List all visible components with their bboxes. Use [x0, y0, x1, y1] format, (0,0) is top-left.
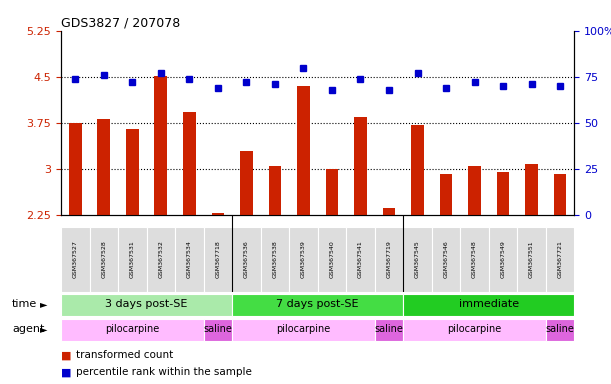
- FancyBboxPatch shape: [90, 227, 118, 292]
- Text: 3 days post-SE: 3 days post-SE: [106, 299, 188, 310]
- Bar: [468, 166, 481, 215]
- Text: percentile rank within the sample: percentile rank within the sample: [76, 367, 252, 377]
- Text: ■: ■: [61, 367, 71, 377]
- Text: time: time: [12, 299, 37, 310]
- FancyBboxPatch shape: [289, 227, 318, 292]
- Bar: [269, 166, 281, 215]
- FancyBboxPatch shape: [232, 294, 403, 316]
- FancyBboxPatch shape: [203, 319, 232, 341]
- Bar: [155, 76, 167, 215]
- Text: GSM367551: GSM367551: [529, 240, 534, 278]
- Bar: [126, 129, 139, 215]
- FancyBboxPatch shape: [403, 319, 546, 341]
- Text: GDS3827 / 207078: GDS3827 / 207078: [61, 17, 180, 30]
- Bar: [439, 174, 452, 215]
- Bar: [554, 174, 566, 215]
- Bar: [497, 172, 510, 215]
- FancyBboxPatch shape: [489, 227, 518, 292]
- Text: GSM367540: GSM367540: [329, 240, 334, 278]
- Text: GSM367548: GSM367548: [472, 240, 477, 278]
- Text: GSM367532: GSM367532: [158, 240, 163, 278]
- FancyBboxPatch shape: [375, 319, 403, 341]
- Text: pilocarpine: pilocarpine: [447, 324, 502, 334]
- FancyBboxPatch shape: [232, 227, 261, 292]
- Text: transformed count: transformed count: [76, 350, 174, 360]
- Bar: [326, 169, 338, 215]
- Text: GSM367541: GSM367541: [358, 240, 363, 278]
- Text: GSM367718: GSM367718: [216, 240, 221, 278]
- Text: saline: saline: [546, 324, 574, 334]
- FancyBboxPatch shape: [403, 294, 574, 316]
- FancyBboxPatch shape: [375, 227, 403, 292]
- Text: 7 days post-SE: 7 days post-SE: [276, 299, 359, 310]
- FancyBboxPatch shape: [460, 227, 489, 292]
- Bar: [525, 164, 538, 215]
- Text: GSM367527: GSM367527: [73, 240, 78, 278]
- FancyBboxPatch shape: [546, 319, 574, 341]
- Text: immediate: immediate: [459, 299, 519, 310]
- Text: pilocarpine: pilocarpine: [105, 324, 159, 334]
- FancyBboxPatch shape: [261, 227, 289, 292]
- Text: GSM367528: GSM367528: [101, 240, 106, 278]
- Text: saline: saline: [375, 324, 403, 334]
- FancyBboxPatch shape: [432, 227, 460, 292]
- Bar: [69, 123, 82, 215]
- Text: GSM367539: GSM367539: [301, 240, 306, 278]
- Text: GSM367719: GSM367719: [387, 240, 392, 278]
- FancyBboxPatch shape: [175, 227, 203, 292]
- FancyBboxPatch shape: [61, 294, 232, 316]
- FancyBboxPatch shape: [518, 227, 546, 292]
- Text: saline: saline: [203, 324, 232, 334]
- FancyBboxPatch shape: [61, 227, 90, 292]
- Text: GSM367545: GSM367545: [415, 240, 420, 278]
- FancyBboxPatch shape: [346, 227, 375, 292]
- FancyBboxPatch shape: [318, 227, 346, 292]
- Bar: [382, 208, 395, 215]
- Bar: [297, 86, 310, 215]
- Text: ►: ►: [40, 299, 47, 310]
- Text: GSM367721: GSM367721: [558, 240, 563, 278]
- Text: GSM367538: GSM367538: [273, 240, 277, 278]
- Bar: [98, 119, 110, 215]
- Text: ►: ►: [40, 324, 47, 334]
- Text: GSM367536: GSM367536: [244, 240, 249, 278]
- Bar: [354, 118, 367, 215]
- Text: ■: ■: [61, 350, 71, 360]
- Text: pilocarpine: pilocarpine: [276, 324, 331, 334]
- FancyBboxPatch shape: [546, 227, 574, 292]
- Bar: [240, 151, 253, 215]
- Text: GSM367531: GSM367531: [130, 240, 135, 278]
- Text: GSM367549: GSM367549: [500, 240, 505, 278]
- Bar: [183, 113, 196, 215]
- FancyBboxPatch shape: [403, 227, 432, 292]
- FancyBboxPatch shape: [203, 227, 232, 292]
- FancyBboxPatch shape: [232, 319, 375, 341]
- Text: GSM367534: GSM367534: [187, 240, 192, 278]
- FancyBboxPatch shape: [118, 227, 147, 292]
- Bar: [211, 213, 224, 215]
- FancyBboxPatch shape: [147, 227, 175, 292]
- Text: agent: agent: [12, 324, 45, 334]
- Bar: [411, 125, 424, 215]
- Text: GSM367546: GSM367546: [444, 240, 448, 278]
- FancyBboxPatch shape: [61, 319, 203, 341]
